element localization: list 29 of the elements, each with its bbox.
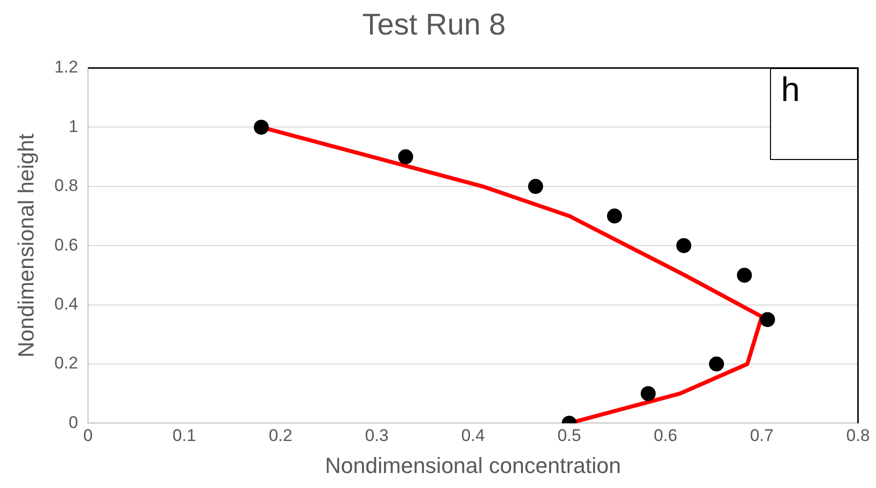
x-axis-title: Nondimensional concentration xyxy=(325,452,621,478)
point xyxy=(736,268,752,283)
y-tick-label: 0.8 xyxy=(54,176,78,196)
y-tick-label: 0.2 xyxy=(54,354,78,373)
y-tick-label: 0 xyxy=(68,412,78,432)
y-tick-label: 0.6 xyxy=(54,235,78,254)
x-tick-label: 0.4 xyxy=(461,426,485,446)
x-tick-label: 0 xyxy=(83,426,93,446)
y-tick-label: 0.4 xyxy=(54,294,78,314)
y-tick-label: 1.2 xyxy=(54,58,78,77)
point xyxy=(640,386,656,402)
y-tick-label: 1 xyxy=(68,116,78,136)
point xyxy=(606,208,622,224)
x-tick-label: 0.2 xyxy=(268,426,292,446)
annotation: h xyxy=(770,68,858,160)
point xyxy=(760,312,776,328)
x-tick-label: 0.7 xyxy=(750,426,774,446)
point xyxy=(398,149,414,164)
x-tick-label: 0.1 xyxy=(172,426,196,446)
point xyxy=(528,178,544,194)
x-tick-label: 0.3 xyxy=(364,426,389,446)
x-tick-label: 0.6 xyxy=(654,426,678,446)
chart-title: Test Run 8 xyxy=(362,8,506,42)
point xyxy=(254,120,269,135)
y-axis-title: Nondimensional height xyxy=(13,134,38,358)
x-tick-label: 0.5 xyxy=(557,426,582,446)
x-tick-label: 0.8 xyxy=(846,426,870,446)
point xyxy=(676,238,692,254)
point xyxy=(709,356,724,372)
